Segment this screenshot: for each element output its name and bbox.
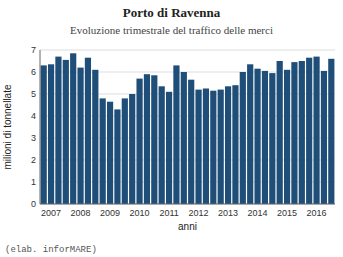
y-tick-label: 7 [31, 45, 36, 55]
bar [262, 71, 268, 204]
bar [136, 79, 142, 204]
subtitle: Evoluzione trimestrale del traffico dell… [70, 24, 273, 36]
bar [284, 70, 290, 204]
y-tick-label: 4 [31, 111, 36, 121]
bar [328, 59, 334, 204]
x-tick-label: 2010 [130, 208, 150, 218]
bar [151, 75, 157, 204]
bar [299, 61, 305, 204]
bar [173, 65, 179, 204]
grid-line [40, 116, 335, 117]
x-axis [40, 204, 335, 205]
bars [41, 53, 335, 204]
bar [210, 91, 216, 204]
x-axis-label: anni [178, 221, 197, 232]
x-tick-label: 2014 [248, 208, 268, 218]
x-tick-label: 2013 [218, 208, 238, 218]
x-tick-label: 2009 [100, 208, 120, 218]
bar [100, 98, 106, 204]
grid-line [40, 182, 335, 183]
bar [321, 71, 327, 204]
bar [55, 57, 61, 204]
bar [291, 62, 297, 204]
bar [254, 69, 260, 204]
bar [181, 72, 187, 204]
bar [195, 90, 201, 204]
bar [232, 85, 238, 204]
x-tick-label: 2015 [277, 208, 297, 218]
bar [306, 58, 312, 204]
y-tick-label: 2 [31, 155, 36, 165]
bar [240, 72, 246, 204]
x-tick-label: 2016 [307, 208, 327, 218]
bar [144, 74, 150, 204]
x-tick-label: 2012 [189, 208, 209, 218]
bar [92, 70, 98, 204]
grid-line [40, 204, 335, 205]
bar [247, 64, 253, 204]
bar [114, 109, 120, 204]
grid-line [40, 138, 335, 139]
bar [77, 68, 83, 204]
bar [48, 64, 54, 204]
bar [188, 80, 194, 204]
bar [63, 60, 69, 204]
bar [225, 86, 231, 204]
bar [41, 65, 47, 204]
x-tick-label: 2011 [159, 208, 178, 218]
chart: Porto di Ravenna Evoluzione trimestrale d… [0, 0, 343, 257]
bar [107, 102, 113, 204]
x-tick-label: 2008 [71, 208, 91, 218]
y-tick-label: 0 [31, 199, 36, 209]
bar [129, 94, 135, 204]
grid-line [40, 72, 335, 73]
bar [269, 73, 275, 204]
grid-line [40, 160, 335, 161]
y-axis [40, 50, 41, 204]
bar [70, 53, 76, 204]
x-tick-label: 2007 [41, 208, 61, 218]
bar [122, 98, 128, 204]
y-tick-label: 5 [31, 89, 36, 99]
bar [277, 61, 283, 204]
bar [159, 86, 165, 204]
grid-line [40, 50, 335, 51]
bar [85, 58, 91, 204]
y-axis-label: milioni di tonnellate [2, 84, 13, 169]
bar [218, 90, 224, 204]
y-tick-label: 3 [31, 133, 36, 143]
bar [203, 89, 209, 205]
grid-line [40, 94, 335, 95]
caption: (elab. inforMARE) [5, 245, 97, 255]
bar [166, 92, 172, 204]
title: Porto di Ravenna [123, 5, 221, 20]
y-tick-label: 6 [31, 67, 36, 77]
bar [313, 57, 319, 204]
y-tick-label: 1 [31, 177, 36, 187]
